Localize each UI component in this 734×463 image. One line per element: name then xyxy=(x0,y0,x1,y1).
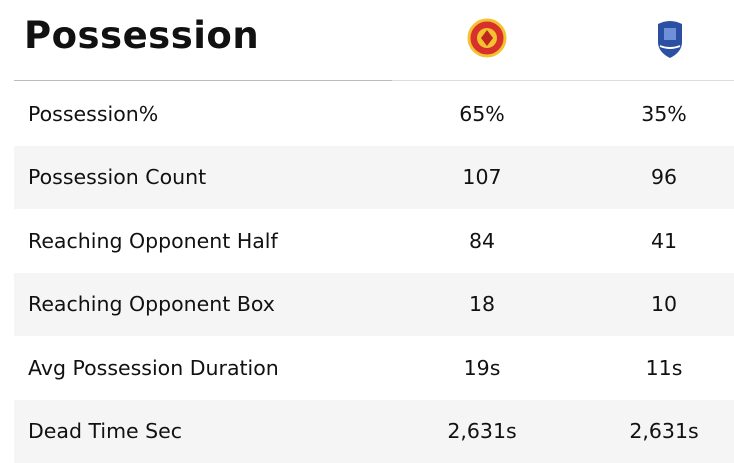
title-underline xyxy=(14,80,392,81)
home-value: 65% xyxy=(422,102,542,126)
team-logo-away xyxy=(652,16,688,60)
home-value: 2,631s xyxy=(422,419,542,443)
away-value: 10 xyxy=(604,292,724,316)
home-value: 107 xyxy=(422,165,542,189)
away-value: 2,631s xyxy=(604,419,724,443)
stat-label: Possession% xyxy=(14,102,392,126)
table-row: Avg Possession Duration 19s 11s xyxy=(14,336,734,400)
stat-label: Possession Count xyxy=(14,165,392,189)
table-row: Reaching Opponent Half 84 41 xyxy=(14,209,734,273)
team-logo-home xyxy=(467,16,507,60)
home-value: 84 xyxy=(422,229,542,253)
title: Possession xyxy=(24,14,259,57)
stat-label: Dead Time Sec xyxy=(14,419,392,443)
home-value: 18 xyxy=(422,292,542,316)
stat-label: Avg Possession Duration xyxy=(14,356,392,380)
table-row: Dead Time Sec 2,631s 2,631s xyxy=(14,400,734,463)
stats-table: Possession% 65% 35% Possession Count 107 96 Re… xyxy=(14,82,734,463)
away-value: 11s xyxy=(604,356,724,380)
stat-label: Reaching Opponent Box xyxy=(14,292,392,316)
table-row: Reaching Opponent Box 18 10 xyxy=(14,273,734,337)
table-row: Possession Count 107 96 xyxy=(14,146,734,210)
stat-label: Reaching Opponent Half xyxy=(14,229,392,253)
away-value: 35% xyxy=(604,102,724,126)
home-value: 19s xyxy=(422,356,542,380)
table-row: Possession% 65% 35% xyxy=(14,82,734,146)
away-value: 41 xyxy=(604,229,724,253)
away-value: 96 xyxy=(604,165,724,189)
